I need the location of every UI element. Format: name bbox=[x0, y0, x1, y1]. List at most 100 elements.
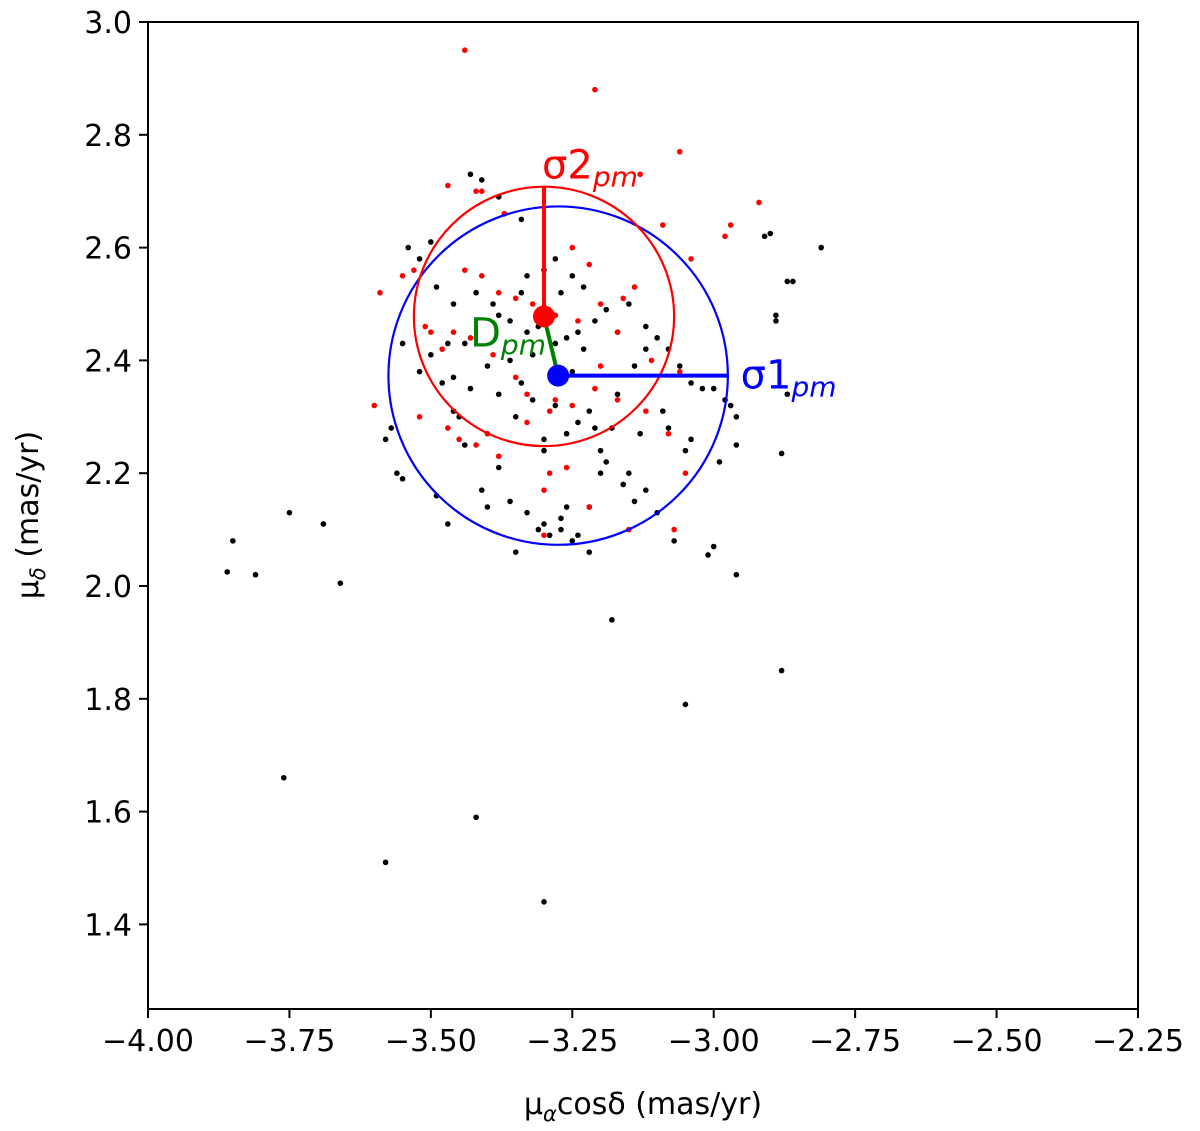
scatter-point-s1-72 bbox=[716, 459, 723, 465]
scatter-point-s2-45 bbox=[569, 402, 576, 409]
x-tick-label-2: −3.50 bbox=[385, 1024, 477, 1059]
scatter-point-s1-43 bbox=[524, 273, 530, 279]
x-tick-label-5: −2.75 bbox=[809, 1024, 901, 1059]
scatter-point-s1-25 bbox=[445, 521, 451, 527]
scatter-point-s1-102 bbox=[484, 363, 491, 369]
x-tick-label-3: −3.25 bbox=[526, 1024, 618, 1059]
scatter-point-s2-7 bbox=[756, 199, 762, 206]
center-red-marker bbox=[533, 305, 555, 328]
scatter-point-s1-70 bbox=[727, 402, 734, 409]
scatter-point-s1-71 bbox=[733, 442, 740, 448]
scatter-point-s1-36 bbox=[450, 374, 457, 381]
plot-frame bbox=[147, 21, 1139, 1010]
scatter-point-s1-12 bbox=[778, 667, 785, 674]
scatter-point-s1-68 bbox=[818, 244, 824, 251]
scatter-point-s1-11 bbox=[682, 701, 689, 708]
scatter-point-s1-9 bbox=[541, 899, 547, 905]
scatter-point-s2-41 bbox=[665, 430, 672, 437]
scatter-point-s1-79 bbox=[546, 532, 553, 539]
scatter-point-s1-46 bbox=[558, 289, 564, 296]
scatter-point-s1-27 bbox=[399, 476, 406, 482]
scatter-point-s1-89 bbox=[416, 368, 423, 375]
scatter-point-s2-58 bbox=[614, 329, 621, 336]
scatter-point-s1-116 bbox=[580, 346, 587, 352]
scatter-point-s2-26 bbox=[439, 346, 445, 352]
scatter-point-s1-58 bbox=[699, 385, 706, 392]
scatter-point-s1-126 bbox=[524, 329, 530, 336]
scatter-point-s1-6 bbox=[280, 774, 287, 781]
plot-area: σ1pm σ2pm Dpm bbox=[224, 47, 837, 905]
scatter-point-s1-123 bbox=[473, 289, 479, 296]
scatter-point-s2-23 bbox=[478, 273, 485, 279]
scatter-point-s2-50 bbox=[541, 532, 547, 539]
scatter-point-s2-33 bbox=[445, 425, 451, 431]
scatter-point-s2-24 bbox=[462, 267, 468, 273]
scatter-point-s1-59 bbox=[710, 385, 717, 392]
scatter-point-s1-122 bbox=[592, 425, 598, 431]
scatter-point-s1-101 bbox=[507, 357, 513, 364]
scatter-point-s2-27 bbox=[422, 323, 429, 330]
scatter-point-s2-25 bbox=[450, 329, 457, 336]
scatter-point-s2-8 bbox=[660, 222, 666, 228]
scatter-point-s2-46 bbox=[546, 408, 553, 414]
scatter-point-s1-94 bbox=[586, 408, 593, 414]
scatter-point-s1-47 bbox=[569, 273, 576, 279]
scatter-point-s2-51 bbox=[546, 470, 553, 477]
scatter-point-s1-103 bbox=[467, 385, 474, 392]
sigma1-label: σ1pm bbox=[741, 353, 837, 404]
scatter-point-s2-47 bbox=[524, 419, 530, 426]
scatter-point-s2-44 bbox=[592, 385, 598, 392]
scatter-point-s1-50 bbox=[603, 306, 610, 313]
scatter-point-s2-0 bbox=[462, 47, 468, 53]
scatter-point-s2-20 bbox=[529, 301, 536, 307]
y-tick-label-5: 2.4 bbox=[84, 344, 132, 379]
scatter-point-s2-17 bbox=[597, 301, 604, 307]
scatter-point-s1-0 bbox=[224, 569, 230, 575]
scatter-point-s1-61 bbox=[733, 414, 740, 420]
scatter-point-s1-132 bbox=[495, 312, 502, 319]
scatter-point-s2-30 bbox=[377, 289, 383, 296]
scatter-point-s1-24 bbox=[484, 504, 491, 510]
x-tick-label-6: −2.50 bbox=[951, 1024, 1043, 1059]
scatter-point-s2-59 bbox=[648, 357, 655, 364]
scatter-point-s1-7 bbox=[382, 859, 389, 866]
scatter-point-s2-16 bbox=[620, 295, 626, 302]
scatter-point-s1-4 bbox=[320, 521, 327, 527]
scatter-point-s1-16 bbox=[705, 552, 711, 558]
scatter-point-s1-84 bbox=[478, 487, 485, 493]
scatter-point-s1-28 bbox=[394, 470, 400, 477]
scatter-point-s1-3 bbox=[286, 509, 293, 516]
scatter-point-s2-10 bbox=[727, 222, 734, 228]
scatter-point-s2-40 bbox=[682, 470, 689, 477]
scatter-point-s1-73 bbox=[643, 487, 649, 493]
y-tick-label-4: 2.2 bbox=[84, 457, 132, 492]
scatter-point-s1-74 bbox=[626, 470, 632, 477]
scatter-point-s1-54 bbox=[654, 335, 660, 341]
scatter-point-s1-108 bbox=[586, 549, 593, 555]
circle-sigma2 bbox=[412, 185, 676, 448]
circle-sigma1 bbox=[387, 205, 729, 546]
scatter-point-s1-32 bbox=[405, 244, 412, 251]
x-tick-label-0: −4.00 bbox=[102, 1024, 194, 1059]
scatter-point-s2-29 bbox=[399, 273, 406, 279]
scatter-point-s2-57 bbox=[467, 335, 474, 341]
scatter-point-s1-65 bbox=[773, 318, 779, 324]
y-tick-label-8: 3.0 bbox=[84, 6, 132, 41]
scatter-point-s2-60 bbox=[676, 368, 683, 375]
scatter-point-s1-49 bbox=[592, 318, 598, 324]
scatter-point-s1-109 bbox=[541, 447, 547, 454]
x-axis-title: μαcosδ (mas/yr) bbox=[524, 1087, 762, 1126]
scatter-point-s2-34 bbox=[473, 442, 479, 448]
scatter-point-s1-38 bbox=[467, 171, 474, 178]
scatter-point-s1-92 bbox=[529, 397, 536, 403]
scatter-point-s1-131 bbox=[569, 538, 576, 544]
scatter-point-s1-129 bbox=[529, 351, 536, 358]
scatter-point-s2-28 bbox=[411, 267, 417, 273]
scatter-point-s1-99 bbox=[563, 335, 570, 341]
scatter-point-s2-22 bbox=[495, 289, 502, 296]
scatter-point-s1-19 bbox=[631, 498, 638, 505]
scatter-point-s2-55 bbox=[512, 374, 519, 381]
scatter-point-s1-83 bbox=[495, 464, 502, 471]
scatter-point-s1-78 bbox=[558, 526, 564, 533]
